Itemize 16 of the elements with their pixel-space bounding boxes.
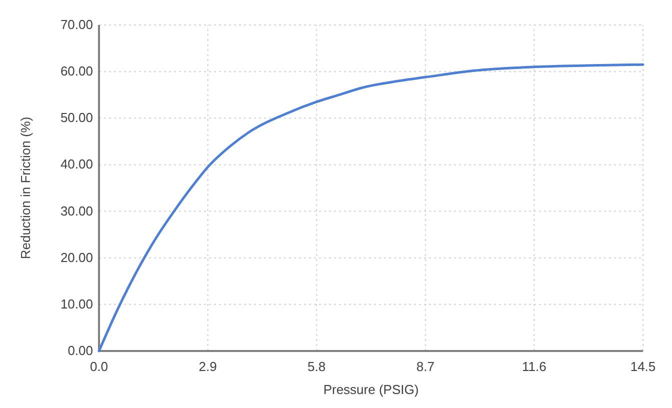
y-tick-label: 0.00 <box>68 343 93 358</box>
y-tick-label: 20.00 <box>60 250 93 265</box>
x-tick-label: 11.6 <box>522 359 546 374</box>
x-axis-title: Pressure (PSIG) <box>323 382 419 397</box>
x-tick-label: 2.9 <box>198 359 217 374</box>
y-axis-title: Reduction in Friction (%) <box>18 116 33 260</box>
x-tick-label: 5.8 <box>308 359 326 374</box>
y-tick-label: 30.00 <box>60 203 93 218</box>
x-tick-label: 8.7 <box>416 359 434 374</box>
y-tick-label: 50.00 <box>60 110 93 126</box>
y-tick-label: 10.00 <box>60 296 93 312</box>
y-tick-label: 70.00 <box>60 17 93 32</box>
y-tick-label: 40.00 <box>60 156 93 172</box>
x-tick-label: 0.0 <box>90 359 108 374</box>
y-tick-label: 60.00 <box>60 64 93 79</box>
x-tick-label: 14.5 <box>630 359 656 374</box>
